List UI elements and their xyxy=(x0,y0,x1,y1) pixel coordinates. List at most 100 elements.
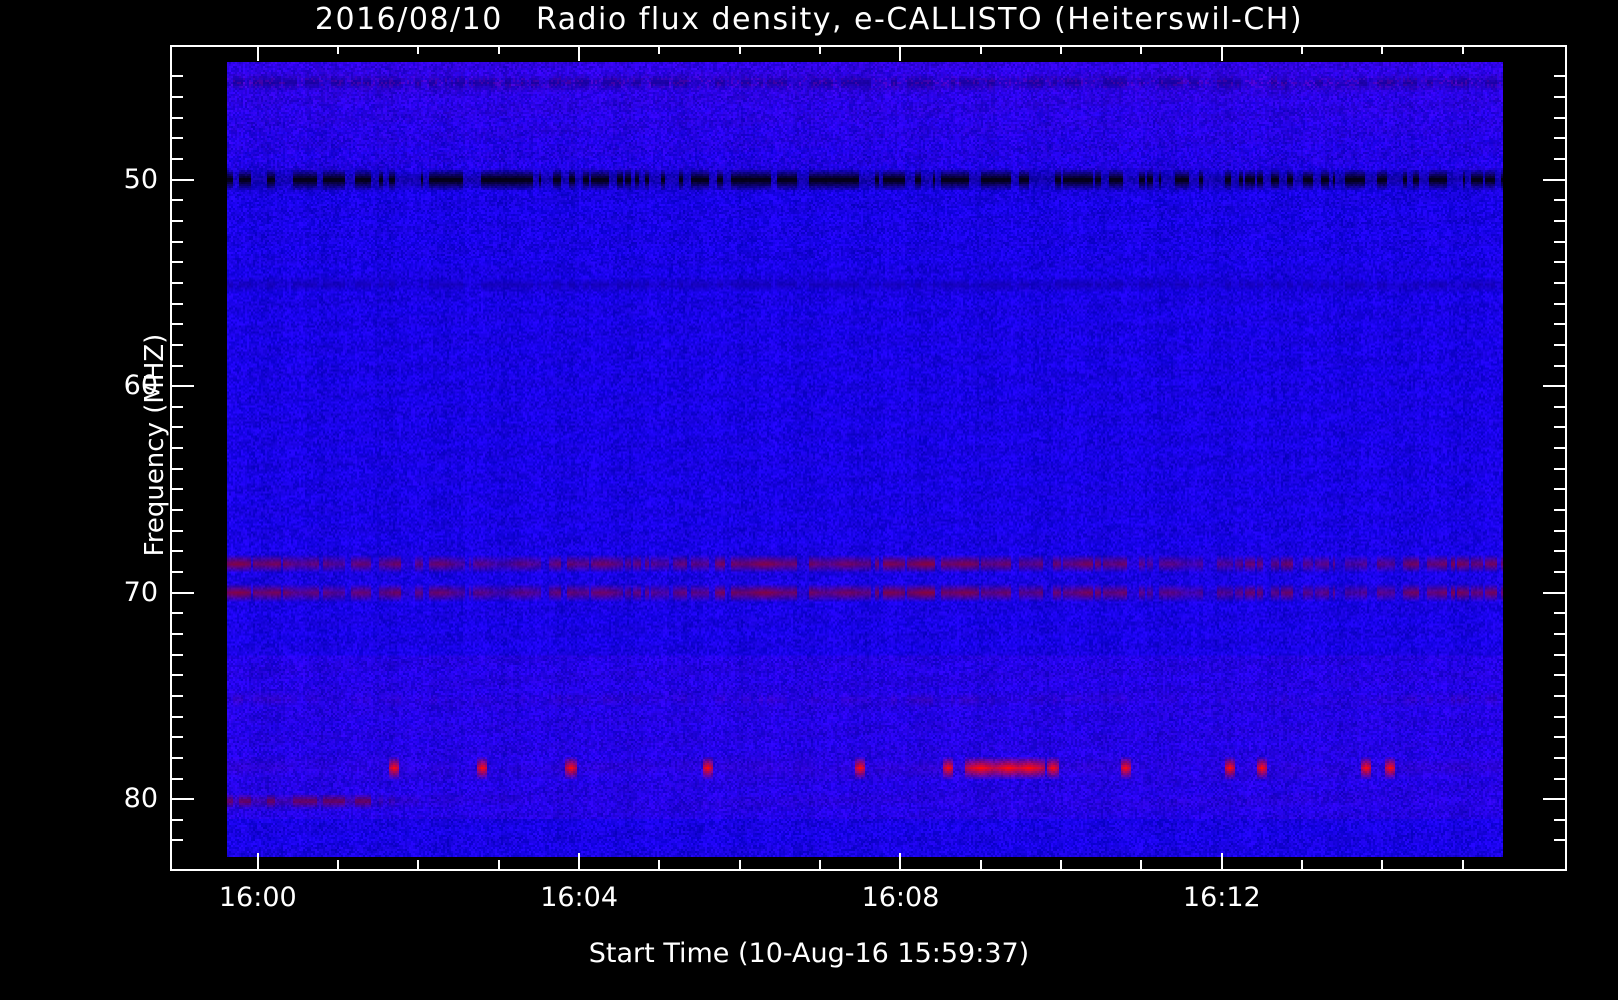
y-tick-minor xyxy=(170,839,183,842)
y-tick-minor xyxy=(170,571,183,574)
page-title: 2016/08/10 Radio flux density, e-CALLIST… xyxy=(314,2,1304,37)
y-tick-minor-right xyxy=(1554,736,1567,739)
y-tick-major-right xyxy=(1543,178,1567,181)
x-tick-major-top xyxy=(1220,45,1223,61)
x-tick-minor-top xyxy=(1060,45,1063,54)
x-tick-minor xyxy=(738,860,741,869)
y-tick-minor-right xyxy=(1554,364,1567,367)
x-tick-minor xyxy=(337,860,340,869)
x-tick-major-top xyxy=(578,45,581,61)
y-tick-minor xyxy=(170,281,183,284)
x-tick-minor xyxy=(819,860,822,869)
x-tick-minor-top xyxy=(1461,45,1464,54)
y-tick-minor-right xyxy=(1554,715,1567,718)
y-tick-major-right xyxy=(1543,591,1567,594)
x-tick-major xyxy=(578,853,581,869)
x-tick-minor xyxy=(1461,860,1464,869)
y-tick-minor xyxy=(170,818,183,821)
y-tick-minor xyxy=(170,261,183,264)
y-tick-minor xyxy=(170,158,183,161)
y-tick-minor xyxy=(170,116,183,119)
x-tick-minor-top xyxy=(658,45,661,54)
y-tick-minor-right xyxy=(1554,653,1567,656)
y-tick-major xyxy=(170,178,194,181)
y-tick-minor xyxy=(170,736,183,739)
y-tick-minor-right xyxy=(1554,777,1567,780)
y-tick-label: 80 xyxy=(123,783,158,815)
y-tick-minor-right xyxy=(1554,571,1567,574)
y-tick-minor-right xyxy=(1554,343,1567,346)
x-tick-label: 16:08 xyxy=(861,882,940,913)
y-tick-minor-right xyxy=(1554,839,1567,842)
y-tick-minor-right xyxy=(1554,818,1567,821)
x-axis-title: Start Time (10-Aug-16 15:59:37) xyxy=(588,938,1030,969)
x-tick-minor xyxy=(979,860,982,869)
y-tick-major xyxy=(170,798,194,801)
y-tick-minor xyxy=(170,612,183,615)
y-tick-minor-right xyxy=(1554,158,1567,161)
y-tick-minor xyxy=(170,137,183,140)
y-axis-title: Frequency (MHZ) xyxy=(140,333,170,557)
y-tick-minor xyxy=(170,653,183,656)
x-tick-minor-top xyxy=(497,45,500,54)
x-tick-minor xyxy=(658,860,661,869)
x-tick-minor-top xyxy=(417,45,420,54)
y-tick-minor xyxy=(170,426,183,429)
y-tick-minor-right xyxy=(1554,447,1567,450)
x-tick-label: 16:04 xyxy=(540,882,619,913)
y-tick-minor xyxy=(170,488,183,491)
y-tick-minor-right xyxy=(1554,612,1567,615)
y-tick-minor-right xyxy=(1554,405,1567,408)
y-tick-minor-right xyxy=(1554,323,1567,326)
y-axis-title-wrap: Frequency (MHZ) xyxy=(95,40,170,870)
y-tick-minor-right xyxy=(1554,632,1567,635)
y-tick-minor-right xyxy=(1554,529,1567,532)
y-tick-major-right xyxy=(1543,798,1567,801)
y-tick-minor-right xyxy=(1554,426,1567,429)
x-tick-major xyxy=(1220,853,1223,869)
x-tick-label: 16:12 xyxy=(1182,882,1261,913)
y-tick-major-right xyxy=(1543,385,1567,388)
x-tick-minor-top xyxy=(979,45,982,54)
y-tick-minor-right xyxy=(1554,261,1567,264)
x-tick-minor xyxy=(1060,860,1063,869)
y-tick-minor xyxy=(170,364,183,367)
x-tick-label: 16:00 xyxy=(218,882,297,913)
y-tick-minor-right xyxy=(1554,281,1567,284)
y-tick-minor xyxy=(170,674,183,677)
y-tick-minor-right xyxy=(1554,199,1567,202)
x-tick-minor-top xyxy=(337,45,340,54)
y-tick-minor xyxy=(170,343,183,346)
y-tick-minor-right xyxy=(1554,694,1567,697)
y-tick-minor xyxy=(170,694,183,697)
y-tick-minor-right xyxy=(1554,240,1567,243)
y-tick-minor-right xyxy=(1554,467,1567,470)
y-tick-minor-right xyxy=(1554,488,1567,491)
y-tick-minor xyxy=(170,467,183,470)
y-tick-minor xyxy=(170,550,183,553)
y-tick-minor-right xyxy=(1554,116,1567,119)
y-tick-minor-right xyxy=(1554,220,1567,222)
x-tick-major xyxy=(899,853,902,869)
x-tick-major-top xyxy=(256,45,259,61)
y-tick-minor xyxy=(170,529,183,532)
y-tick-minor xyxy=(170,405,183,408)
y-tick-minor-right xyxy=(1554,96,1567,99)
x-tick-minor-top xyxy=(738,45,741,54)
y-tick-minor xyxy=(170,632,183,635)
x-tick-minor xyxy=(497,860,500,869)
y-tick-minor-right xyxy=(1554,756,1567,759)
y-tick-major xyxy=(170,385,194,388)
plot-frame xyxy=(170,45,1567,871)
spectrogram-image xyxy=(227,62,1503,857)
x-tick-minor-top xyxy=(819,45,822,54)
y-tick-minor xyxy=(170,323,183,326)
y-tick-minor xyxy=(170,96,183,99)
y-tick-minor-right xyxy=(1554,550,1567,553)
y-tick-minor xyxy=(170,509,183,512)
y-tick-label: 70 xyxy=(123,576,158,608)
x-tick-minor xyxy=(417,860,420,869)
y-tick-major xyxy=(170,591,194,594)
x-tick-minor-top xyxy=(1381,45,1384,54)
